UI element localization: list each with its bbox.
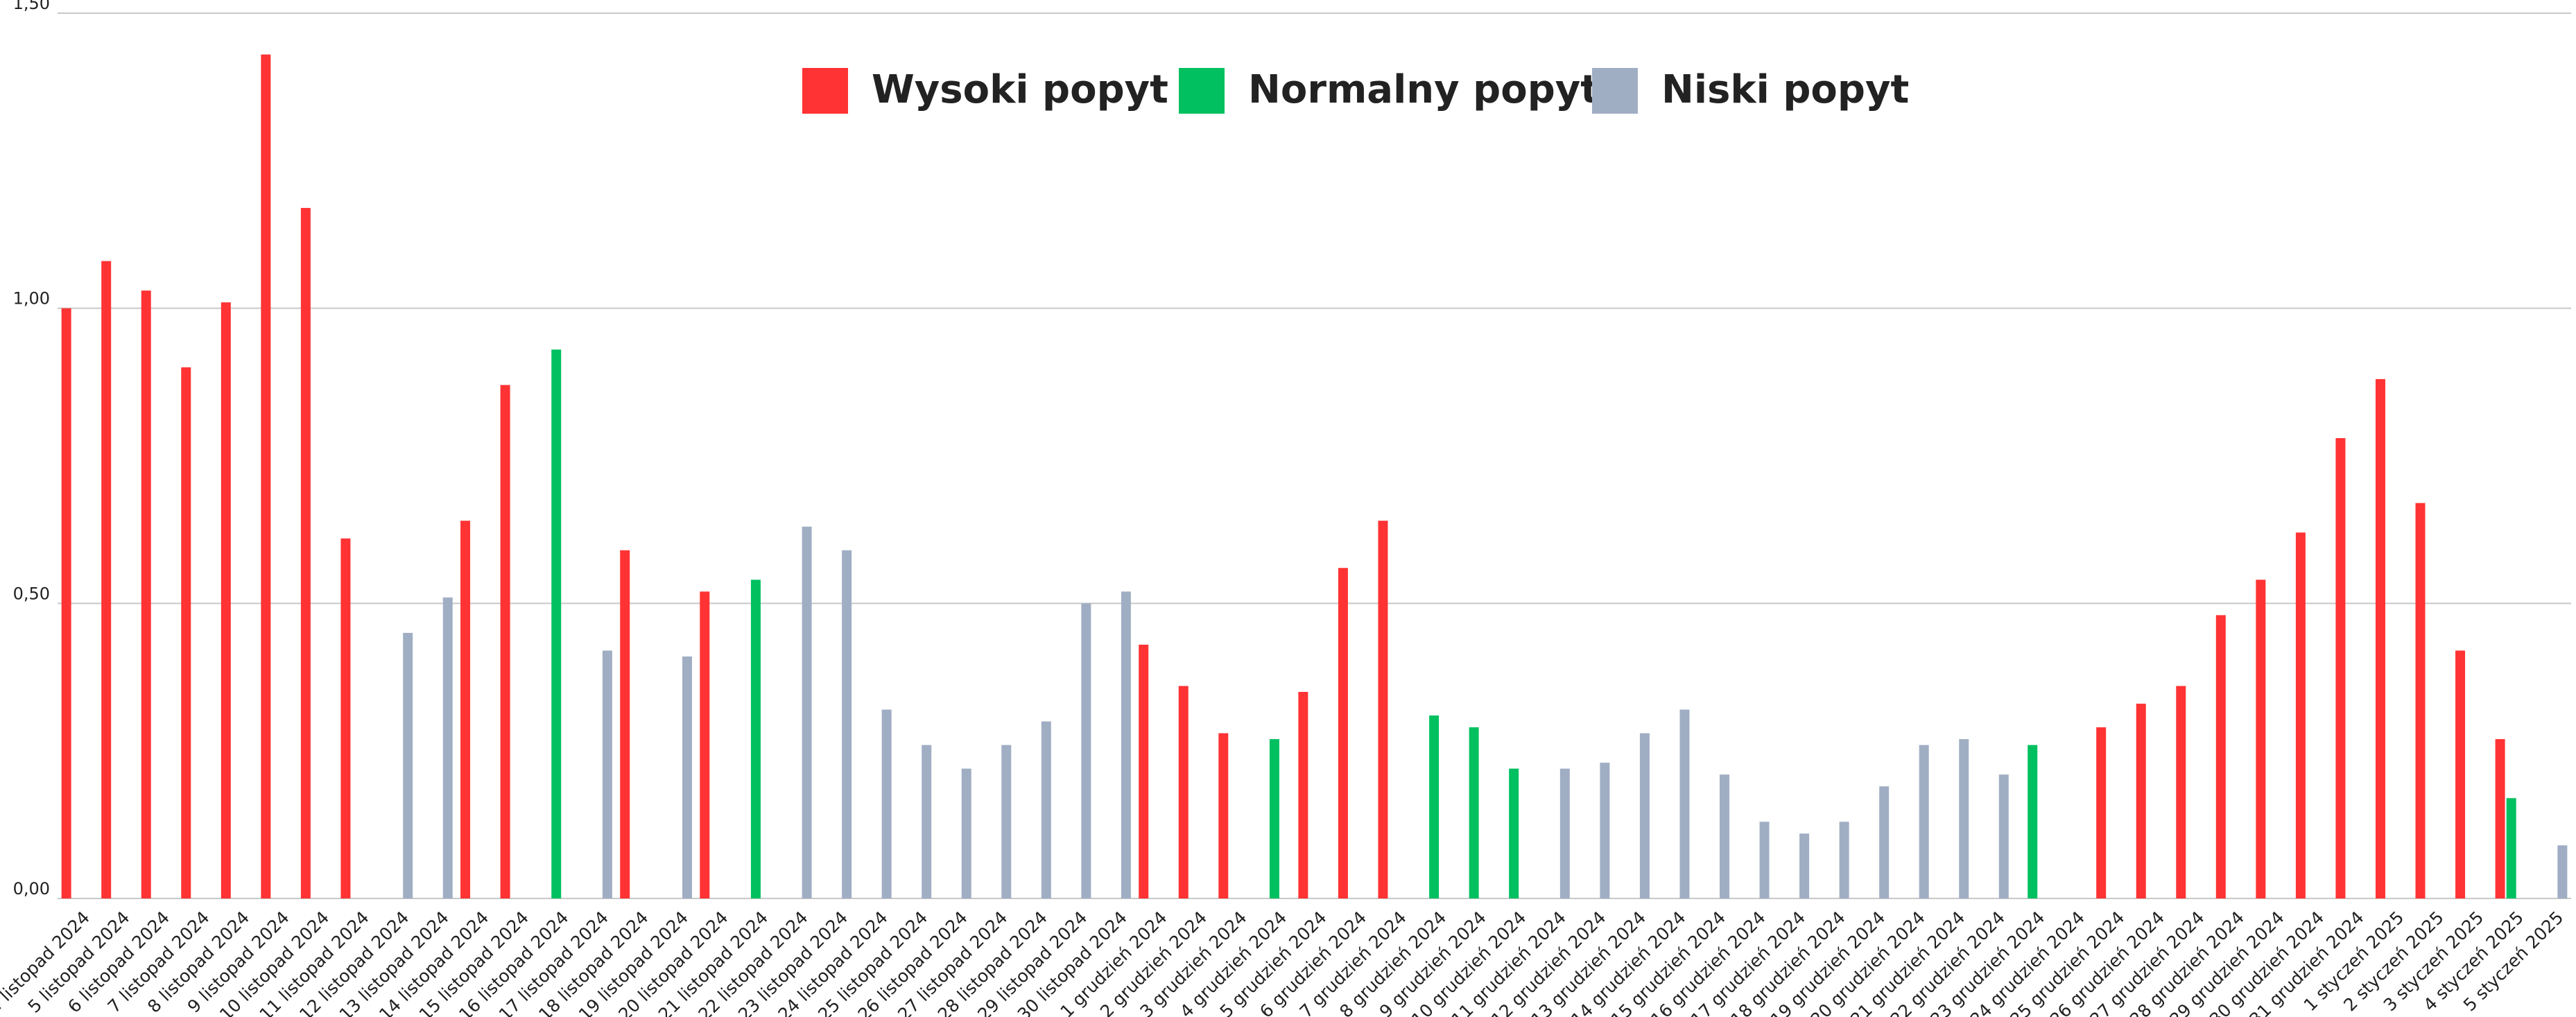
legend-swatch bbox=[802, 68, 848, 114]
bar bbox=[1269, 739, 1279, 898]
bar bbox=[1998, 774, 2009, 898]
bar bbox=[2096, 727, 2107, 898]
bar bbox=[1559, 768, 1570, 898]
bar bbox=[2176, 686, 2186, 898]
bar bbox=[1759, 822, 1770, 898]
bar bbox=[181, 367, 191, 898]
bar bbox=[2557, 845, 2568, 898]
bar bbox=[551, 349, 562, 898]
bar bbox=[141, 290, 151, 898]
bar bbox=[2335, 437, 2346, 898]
bar bbox=[842, 550, 852, 898]
bar bbox=[300, 207, 311, 898]
bar bbox=[1959, 739, 1969, 898]
y-tick-label: 0,00 bbox=[13, 879, 50, 898]
bar bbox=[1720, 774, 1730, 898]
bar bbox=[2506, 798, 2516, 898]
bar bbox=[261, 54, 271, 898]
bar bbox=[2495, 739, 2505, 898]
bar bbox=[221, 302, 231, 898]
bar bbox=[1139, 644, 1149, 898]
bar bbox=[1429, 715, 1440, 898]
bar bbox=[61, 308, 71, 899]
bar bbox=[2415, 503, 2426, 898]
bar bbox=[1218, 733, 1229, 898]
bar bbox=[101, 261, 112, 898]
bar bbox=[922, 745, 932, 898]
bar bbox=[1639, 733, 1650, 898]
bar bbox=[2256, 580, 2266, 898]
bar bbox=[1679, 709, 1690, 898]
bar bbox=[1839, 822, 1849, 898]
bar bbox=[700, 591, 710, 898]
bar bbox=[1041, 721, 1051, 898]
bar bbox=[442, 597, 453, 898]
bar bbox=[602, 650, 612, 898]
bar bbox=[750, 580, 761, 898]
bar bbox=[2136, 704, 2146, 898]
bar bbox=[881, 709, 892, 898]
legend-label: Niski popyt bbox=[1661, 67, 1909, 112]
bar bbox=[500, 385, 510, 898]
bar bbox=[2295, 532, 2306, 898]
bar bbox=[1469, 727, 1479, 898]
y-tick-label: 1,50 bbox=[13, 0, 50, 13]
bar bbox=[1799, 833, 1810, 898]
bar bbox=[2028, 745, 2038, 898]
bar bbox=[1879, 786, 1890, 898]
legend-label: Normalny popyt bbox=[1248, 67, 1599, 112]
bar bbox=[1001, 745, 1012, 898]
bar bbox=[2215, 615, 2226, 898]
bar bbox=[1298, 692, 1308, 898]
bar bbox=[460, 521, 471, 898]
y-tick-label: 1,00 bbox=[13, 289, 50, 308]
bar bbox=[1081, 603, 1091, 898]
legend-swatch bbox=[1179, 68, 1225, 114]
bar bbox=[1600, 763, 1610, 898]
bar bbox=[1378, 521, 1388, 898]
bar bbox=[620, 550, 630, 898]
bar bbox=[682, 656, 692, 898]
bar bbox=[403, 632, 413, 898]
legend-swatch bbox=[1592, 68, 1638, 114]
bar bbox=[1509, 768, 1519, 898]
bar bbox=[1121, 591, 1131, 898]
bar bbox=[1178, 686, 1188, 898]
legend-label: Wysoki popyt bbox=[872, 67, 1168, 112]
bar bbox=[1338, 568, 1348, 898]
bar bbox=[802, 526, 812, 898]
bar bbox=[340, 538, 351, 898]
bar bbox=[2375, 379, 2385, 898]
bar bbox=[1919, 745, 1929, 898]
y-tick-label: 0,50 bbox=[13, 584, 50, 603]
bar bbox=[961, 768, 971, 898]
bar bbox=[2455, 650, 2466, 898]
